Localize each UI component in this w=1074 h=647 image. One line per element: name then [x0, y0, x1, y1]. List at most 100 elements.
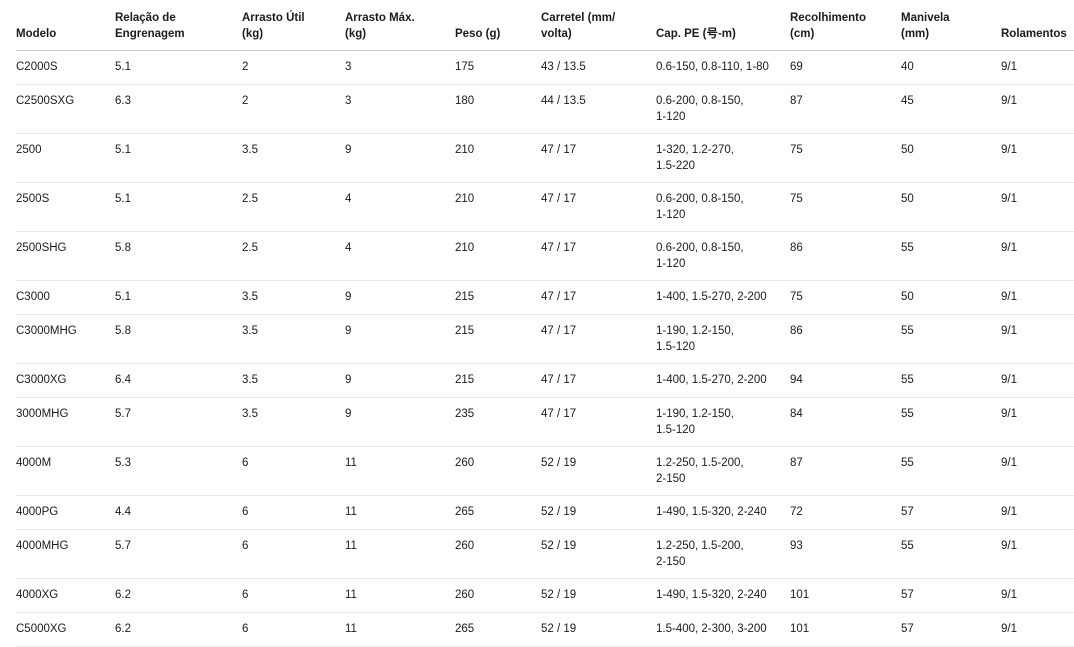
- table-cell: 9: [345, 374, 352, 386]
- table-cell: 50: [901, 144, 914, 156]
- table-row: 4000XG 6.2 6 11 260 52 / 19 1-490, 1.5-320, 2-…: [16, 579, 1074, 613]
- table-cell: 215: [455, 291, 475, 303]
- table-cell: 0.6-200, 0.8-150, 1-120: [656, 95, 744, 123]
- table-cell: 5.1: [115, 61, 131, 73]
- table-cell: 1-490, 1.5-320, 2-240: [656, 506, 767, 518]
- table-cell: 52 / 19: [541, 457, 577, 469]
- model-cell: 2500: [16, 144, 42, 156]
- table-cell: 55: [901, 374, 914, 386]
- table-cell: 9/1: [1001, 540, 1017, 552]
- table-cell: 260: [455, 457, 475, 469]
- spec-table: Modelo Relação de Engrenagem Arrasto Útil …: [16, 0, 1074, 647]
- table-cell: 94: [790, 374, 803, 386]
- table-cell: 6: [242, 540, 249, 552]
- table-cell: 1-400, 1.5-270, 2-200: [656, 291, 767, 303]
- table-cell: 86: [790, 325, 803, 337]
- model-cell: 3000MHG: [16, 408, 69, 420]
- model-cell: 2500SHG: [16, 242, 67, 254]
- table-cell: 55: [901, 540, 914, 552]
- table-cell: 101: [790, 589, 810, 601]
- table-cell: 57: [901, 506, 914, 518]
- table-cell: 265: [455, 506, 475, 518]
- table-cell: 5.1: [115, 144, 131, 156]
- table-cell: 5.7: [115, 408, 131, 420]
- table-cell: 52 / 19: [541, 623, 577, 635]
- model-cell: 4000MHG: [16, 540, 69, 552]
- model-cell: C2500SXG: [16, 95, 75, 107]
- table-cell: 9/1: [1001, 95, 1017, 107]
- table-cell: 40: [901, 61, 914, 73]
- table-cell: 2: [242, 61, 249, 73]
- table-cell: 9: [345, 291, 352, 303]
- table-cell: 2: [242, 95, 249, 107]
- table-cell: 3: [345, 95, 352, 107]
- table-cell: 3: [345, 61, 352, 73]
- table-cell: 55: [901, 325, 914, 337]
- table-cell: 2.5: [242, 193, 258, 205]
- table-cell: 47 / 17: [541, 408, 577, 420]
- table-cell: 1-190, 1.2-150, 1.5-120: [656, 325, 735, 353]
- table-cell: 175: [455, 61, 475, 73]
- table-cell: 260: [455, 589, 475, 601]
- table-cell: 6.2: [115, 589, 131, 601]
- table-cell: 44 / 13.5: [541, 95, 586, 107]
- table-cell: 6.4: [115, 374, 131, 386]
- column-header: Arrasto Útil (kg): [242, 12, 305, 40]
- table-cell: 50: [901, 193, 914, 205]
- table-cell: 6: [242, 457, 249, 469]
- model-cell: 4000XG: [16, 589, 59, 601]
- column-header: Recolhimento (cm): [790, 12, 867, 40]
- table-cell: 235: [455, 408, 475, 420]
- table-cell: 6: [242, 589, 249, 601]
- table-cell: 87: [790, 457, 803, 469]
- model-cell: C3000MHG: [16, 325, 77, 337]
- table-cell: 45: [901, 95, 914, 107]
- table-cell: 3.5: [242, 374, 258, 386]
- table-row: C2000S 5.1 2 3 175 43 / 13.5 0.6-150, 0.8-110,…: [16, 51, 1074, 85]
- table-cell: 9/1: [1001, 408, 1017, 420]
- table-cell: 5.1: [115, 291, 131, 303]
- table-row: C3000XG 6.4 3.5 9 215 47 / 17 1-400, 1.5-270, …: [16, 364, 1074, 398]
- table-cell: 9/1: [1001, 589, 1017, 601]
- model-cell: 4000PG: [16, 506, 59, 518]
- table-cell: 5.8: [115, 242, 131, 254]
- table-cell: 9/1: [1001, 457, 1017, 469]
- table-cell: 1-490, 1.5-320, 2-240: [656, 589, 767, 601]
- table-cell: 9/1: [1001, 623, 1017, 635]
- table-cell: 52 / 19: [541, 589, 577, 601]
- table-cell: 47 / 17: [541, 325, 577, 337]
- table-cell: 52 / 19: [541, 540, 577, 552]
- table-cell: 47 / 17: [541, 291, 577, 303]
- table-cell: 6: [242, 623, 249, 635]
- table-row: 4000M 5.3 6 11 260 52 / 19 1.2-250, 1.5-200, 2…: [16, 447, 1074, 496]
- table-cell: 215: [455, 325, 475, 337]
- table-cell: 3.5: [242, 408, 258, 420]
- table-cell: 11: [345, 506, 357, 518]
- table-cell: 4: [345, 242, 352, 254]
- table-cell: 5.1: [115, 193, 131, 205]
- table-cell: 9/1: [1001, 374, 1017, 386]
- model-cell: C5000XG: [16, 623, 67, 635]
- table-row: 3000MHG 5.7 3.5 9 235 47 / 17 1-190, 1.2-150, …: [16, 398, 1074, 447]
- column-header: Relação de Engrenagem: [115, 12, 185, 40]
- column-header: Modelo: [16, 28, 57, 40]
- table-cell: 47 / 17: [541, 374, 577, 386]
- table-cell: 260: [455, 540, 475, 552]
- column-header: Carretel (mm/ volta): [541, 12, 616, 40]
- table-row: 2500S 5.1 2.5 4 210 47 / 17 0.6-200, 0.8-150, …: [16, 183, 1074, 232]
- table-cell: 4.4: [115, 506, 131, 518]
- table-cell: 4: [345, 193, 352, 205]
- table-cell: 55: [901, 457, 914, 469]
- table-cell: 0.6-200, 0.8-150, 1-120: [656, 193, 744, 221]
- table-cell: 101: [790, 623, 810, 635]
- table-cell: 69: [790, 61, 803, 73]
- table-cell: 11: [345, 589, 357, 601]
- table-cell: 180: [455, 95, 475, 107]
- table-cell: 9: [345, 144, 352, 156]
- table-row: C2500SXG 6.3 2 3 180 44 / 13.5 0.6-200, 0.8-15…: [16, 85, 1074, 134]
- model-cell: C3000XG: [16, 374, 67, 386]
- table-row: C3000 5.1 3.5 9 215 47 / 17 1-400, 1.5-270, 2-…: [16, 281, 1074, 315]
- table-cell: 1-190, 1.2-150, 1.5-120: [656, 408, 735, 436]
- table-cell: 5.8: [115, 325, 131, 337]
- table-cell: 3.5: [242, 291, 258, 303]
